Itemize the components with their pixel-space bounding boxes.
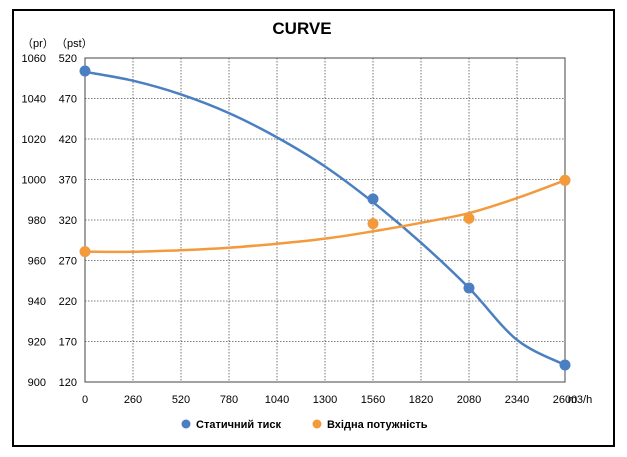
y-left-tick-label: 1000: [22, 175, 46, 187]
x-tick-label: 1820: [409, 394, 433, 406]
data-point-0: [463, 282, 475, 294]
y-left-tick-label: 940: [28, 296, 46, 308]
series-layer: [79, 65, 571, 371]
y-right-unit-label: （pst）: [56, 37, 93, 50]
y-right-tick-label: 320: [59, 215, 77, 227]
y-left-tick-label: 980: [28, 215, 46, 227]
data-point-0: [79, 65, 91, 77]
x-tick-label: 1560: [361, 394, 385, 406]
y-right-tick-label: 370: [59, 175, 77, 187]
y-right-tick-label: 520: [59, 53, 77, 65]
y-left-tick-label: 1060: [22, 53, 46, 65]
y-left-unit-label: （pr）: [22, 37, 54, 50]
y-left-tick-label: 1040: [22, 94, 46, 106]
y-right-tick-label: 120: [59, 377, 77, 389]
y-left-tick-label: 900: [28, 377, 46, 389]
x-tick-label: 0: [82, 394, 88, 406]
x-tick-label: 260: [124, 394, 142, 406]
y-right-tick-label: 420: [59, 134, 77, 146]
legend-marker-1: [312, 419, 322, 429]
y-right-tick-label: 270: [59, 256, 77, 268]
x-unit-label: m3/h: [568, 394, 592, 406]
plot-frame: [84, 57, 566, 383]
y-right-tick-label: 170: [59, 337, 77, 349]
legend: Статичний тиск Вхідна потужність: [181, 419, 428, 431]
x-tick-label: 1040: [265, 394, 289, 406]
legend-label-0: Статичний тиск: [196, 419, 281, 431]
series-line-1: [84, 179, 566, 254]
data-point-1: [79, 246, 91, 258]
data-point-1: [463, 212, 475, 224]
data-point-1: [367, 218, 379, 230]
chart-title: CURVE: [272, 19, 331, 38]
x-tick-label: 2600: [553, 394, 577, 406]
x-tick-label: 780: [220, 394, 238, 406]
x-tick-label: 2340: [505, 394, 529, 406]
x-tick-label: 520: [172, 394, 190, 406]
x-tick-label: 2080: [457, 394, 481, 406]
y-right-tick-label: 220: [59, 296, 77, 308]
data-point-0: [559, 359, 571, 371]
grid: [84, 57, 566, 383]
data-point-0: [367, 193, 379, 205]
y-left-tick-label: 960: [28, 256, 46, 268]
axes: 900 120 920 170 940 220 960 270 980 320 1000 370 102…: [22, 53, 578, 406]
y-left-tick-label: 920: [28, 337, 46, 349]
legend-label-1: Вхідна потужність: [327, 419, 428, 431]
series-line-0: [84, 70, 566, 367]
x-tick-label: 1300: [313, 394, 337, 406]
y-right-tick-label: 470: [59, 94, 77, 106]
data-point-1: [559, 174, 571, 186]
legend-marker-0: [181, 419, 191, 429]
chart-border: [12, 9, 615, 447]
y-left-tick-label: 1020: [22, 134, 46, 146]
